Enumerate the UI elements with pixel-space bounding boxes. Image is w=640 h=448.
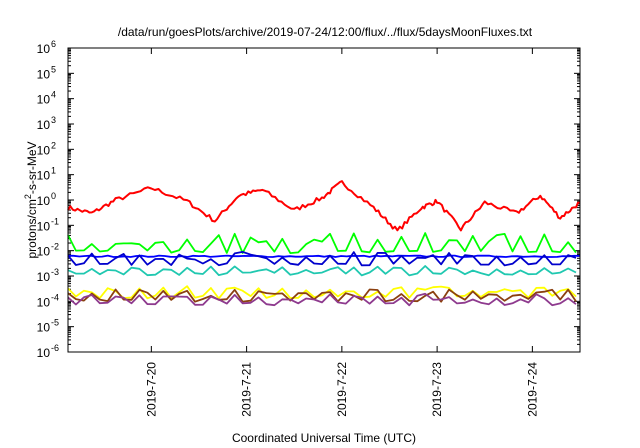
series-line-7 [67, 292, 577, 307]
y-tick-label: 10 [37, 143, 51, 157]
y-tick-label: 10 [37, 295, 51, 309]
y-tick-exponent: 1 [51, 166, 56, 176]
y-tick-exponent: -2 [51, 242, 59, 252]
y-tick-label: 10 [37, 321, 51, 335]
x-tick-label: 2019-7-21 [240, 362, 254, 417]
series-line-0 [67, 180, 581, 232]
y-tick-exponent: 2 [51, 140, 56, 150]
y-tick-exponent: -5 [51, 318, 59, 328]
series-line-4 [67, 265, 577, 277]
y-tick-label: 10 [37, 245, 51, 259]
y-tick-exponent: -6 [51, 343, 59, 353]
y-tick-label: 10 [37, 42, 51, 56]
y-tick-exponent: -4 [51, 292, 59, 302]
series-line-6 [67, 288, 577, 303]
y-tick-label: 10 [37, 270, 51, 284]
y-tick-exponent: 3 [51, 115, 56, 125]
y-tick-exponent: 6 [51, 39, 56, 49]
y-tick-exponent: -1 [51, 216, 59, 226]
x-axis: 2019-7-20 2019-7-21 2019-7-22 2019-7-23 2019… [144, 48, 539, 417]
y-tick-label: 10 [37, 93, 51, 107]
chart-title: /data/run/goesPlots/archive/2019-07-24/1… [118, 25, 533, 39]
x-tick-label: 2019-7-23 [430, 362, 444, 417]
y-tick-label: 10 [37, 194, 51, 208]
x-tick-label: 2019-7-20 [144, 362, 158, 417]
series-line-3 [67, 251, 577, 267]
x-axis-label: Coordinated Universal Time (UTC) [232, 431, 416, 445]
y-tick-label: 10 [37, 346, 51, 360]
series-line-1 [67, 232, 577, 254]
series-lines [67, 180, 581, 307]
y-tick-label: 10 [37, 219, 51, 233]
y-tick-label: 10 [37, 118, 51, 132]
plot-frame [67, 47, 581, 353]
y-axis-label-text: protons/cm2-s-sr-MeV [23, 141, 39, 258]
y-tick-exponent: 5 [51, 64, 56, 74]
y-tick-exponent: 0 [51, 191, 56, 201]
y-axis-label: protons/cm2-s-sr-MeV [23, 141, 39, 258]
y-axis: 10 -610 -510 -410 -310 -210 -110 010 110 210 310 41… [37, 39, 580, 360]
y-tick-label: 10 [37, 169, 51, 183]
x-tick-label: 2019-7-22 [335, 362, 349, 417]
series-line-2 [67, 254, 581, 258]
y-tick-exponent: -3 [51, 267, 59, 277]
y-tick-exponent: 4 [51, 90, 56, 100]
x-tick-label: 2019-7-24 [525, 362, 539, 417]
y-tick-label: 10 [37, 67, 51, 81]
